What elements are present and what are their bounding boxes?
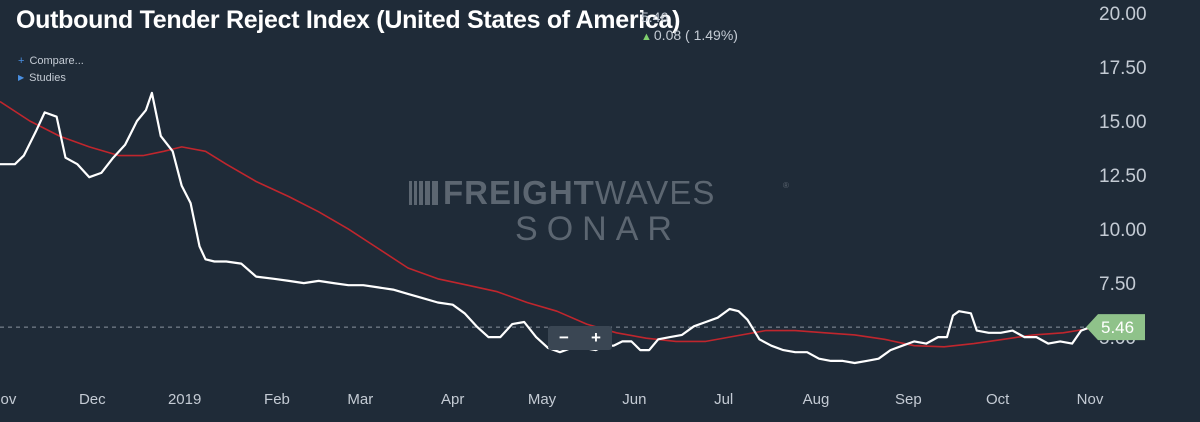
studies-label: Studies bbox=[29, 72, 66, 84]
x-tick-label: Feb bbox=[264, 391, 290, 408]
moving-average-line bbox=[0, 100, 1091, 348]
change-value: 0.08 ( 1.49%) bbox=[653, 27, 738, 43]
x-tick-label: Sep bbox=[895, 391, 922, 408]
watermark-bold-text: FREIGHT bbox=[443, 174, 595, 211]
svg-text:FREIGHTWAVES: FREIGHTWAVES bbox=[443, 174, 715, 211]
up-arrow-icon: ▲ bbox=[641, 31, 652, 43]
compare-menu-item[interactable]: + Compare... bbox=[18, 55, 84, 67]
price-label-background bbox=[1086, 314, 1145, 341]
watermark-sonar-text: SONAR bbox=[515, 210, 681, 248]
x-tick-label: Nov bbox=[0, 391, 17, 408]
watermark-light-text: WAVES bbox=[595, 174, 716, 211]
y-tick-label: 17.50 bbox=[1099, 58, 1147, 79]
x-tick-label: 2019 bbox=[168, 391, 201, 408]
x-tick-label: Dec bbox=[79, 391, 106, 408]
triangle-right-icon: ▶ bbox=[18, 73, 25, 82]
y-tick-label: 15.00 bbox=[1099, 112, 1147, 133]
y-tick-label: 10.00 bbox=[1099, 220, 1147, 241]
freightwaves-logo-mark-icon bbox=[409, 181, 438, 205]
plus-icon: + bbox=[18, 55, 25, 67]
x-tick-label: May bbox=[528, 391, 557, 408]
price-label-text: 5.46 bbox=[1101, 318, 1134, 337]
chart-title: Outbound Tender Reject Index (United Sta… bbox=[16, 6, 681, 34]
zoom-control: − + bbox=[548, 326, 612, 350]
x-tick-label: Oct bbox=[986, 391, 1010, 408]
y-tick-label: 7.50 bbox=[1099, 274, 1136, 295]
change-readout: ▲ 0.08 ( 1.49%) bbox=[641, 27, 738, 43]
y-tick-label: 12.50 bbox=[1099, 166, 1147, 187]
x-tick-label: Apr bbox=[441, 391, 464, 408]
studies-menu-item[interactable]: ▶ Studies bbox=[18, 72, 66, 84]
x-tick-label: Mar bbox=[347, 391, 373, 408]
compare-label: Compare... bbox=[29, 55, 84, 67]
x-tick-label: Jul bbox=[714, 391, 733, 408]
zoom-out-button[interactable]: − bbox=[559, 328, 569, 347]
x-tick-label: Nov bbox=[1077, 391, 1104, 408]
freightwaves-sonar-watermark: FREIGHTWAVES ® SONAR bbox=[409, 174, 789, 248]
x-axis: Nov Dec 2019 Feb Mar Apr May Jun Jul Aug Sep Oct Nov bbox=[0, 391, 1104, 408]
x-tick-label: Jun bbox=[622, 391, 646, 408]
y-tick-label: 20.00 bbox=[1099, 4, 1147, 25]
zoom-in-button[interactable]: + bbox=[591, 328, 601, 347]
last-value-readout: 5.46 bbox=[641, 9, 669, 25]
x-tick-label: Aug bbox=[803, 391, 830, 408]
watermark-registered-mark: ® bbox=[783, 181, 789, 190]
last-price-label: 5.46 bbox=[1086, 314, 1145, 341]
